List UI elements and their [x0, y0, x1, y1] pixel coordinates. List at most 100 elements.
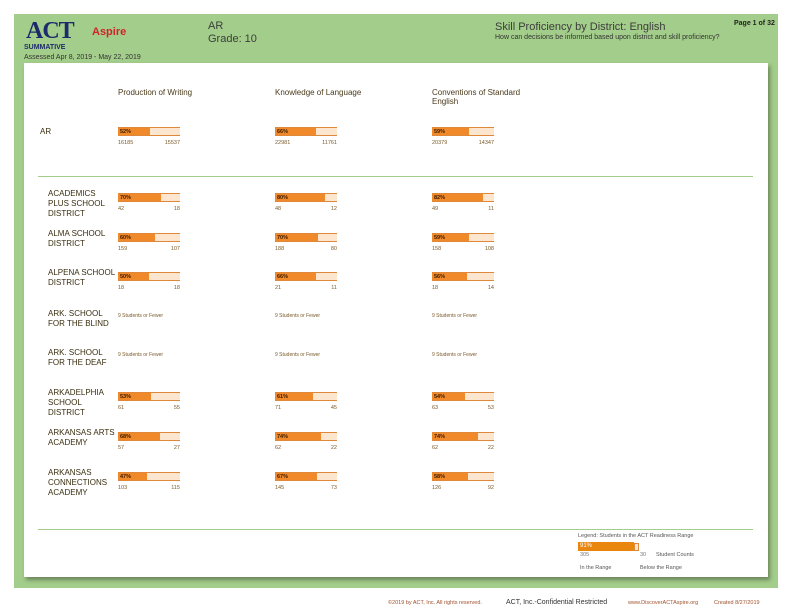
bar-fill [275, 273, 316, 280]
bar-percent: 74% [277, 434, 289, 440]
bar-fill [275, 128, 316, 135]
bar-fill [275, 393, 313, 400]
divider [38, 176, 753, 177]
proficiency-bar: 56% [432, 272, 494, 281]
in-range-count: 18 [432, 285, 439, 291]
bar-percent: 50% [120, 274, 132, 280]
in-range-count: 71 [275, 405, 282, 411]
in-range-count: 48 [275, 206, 282, 212]
act-logo: ACT [26, 18, 75, 44]
proficiency-bar: 70% [275, 233, 337, 242]
in-range-count: 63 [432, 405, 439, 411]
bar-fill [432, 473, 468, 480]
bar-percent: 80% [277, 195, 289, 201]
bar-percent: 54% [434, 394, 446, 400]
below-range-count: 11 [331, 285, 337, 291]
bar-percent: 52% [120, 129, 132, 135]
bar-fill [118, 273, 149, 280]
bar-percent: 47% [120, 474, 132, 480]
proficiency-bar: 66% [275, 272, 337, 281]
below-range-count: 80 [330, 246, 337, 252]
footer-url[interactable]: www.DiscoverACTAspire.org [628, 600, 699, 606]
page-number: Page 1 of 32 [734, 20, 775, 27]
state: AR [208, 20, 224, 32]
suppressed-note: 9 Students or Fewer [118, 313, 164, 319]
bar-percent: 82% [434, 195, 446, 201]
below-range-count: 73 [330, 485, 337, 491]
proficiency-bar: 59% [432, 233, 494, 242]
in-range-count: 61 [118, 405, 125, 411]
bar-fill [275, 433, 321, 440]
footer-confidential: ACT, Inc.-Confidential Restricted [506, 599, 608, 606]
bar-percent: 74% [434, 434, 446, 440]
below-range-count: 11 [488, 206, 494, 212]
district-name: ARKANSAS ARTS ACADEMY [48, 428, 115, 447]
legend-pct: 91% [580, 543, 593, 549]
in-range-count: 145 [275, 485, 285, 491]
legend-title: Legend: Students in the ACT Readiness Ra… [578, 533, 694, 539]
in-range-count: 16185 [118, 140, 134, 146]
proficiency-bar: 70% [118, 193, 180, 202]
bar-percent: 70% [277, 235, 289, 241]
footer-created: Created 8/27/2019 [714, 600, 760, 606]
proficiency-bar: 52% [118, 127, 180, 136]
district-name: ACADEMICS PLUS SCHOOL DISTRICT [48, 189, 105, 218]
legend-in: 305 [580, 552, 590, 558]
district-name: ARKADELPHIA SCHOOL DISTRICT [48, 388, 104, 417]
legend-bar-remaining [634, 543, 639, 551]
below-range-count: 115 [171, 485, 180, 491]
footer-copyright: ©2019 by ACT, Inc. All rights reserved. [388, 600, 482, 606]
in-range-count: 18 [118, 285, 125, 291]
proficiency-bar: 80% [275, 193, 337, 202]
bar-percent: 66% [277, 129, 289, 135]
report-question: How can decisions be informed based upon… [495, 34, 720, 41]
proficiency-bar: 53% [118, 392, 180, 401]
suppressed-note: 9 Students or Fewer [275, 313, 321, 319]
bar-fill [118, 393, 151, 400]
proficiency-bar: 60% [118, 233, 180, 242]
proficiency-bar: 47% [118, 472, 180, 481]
column-header: Production of Writing [118, 88, 193, 97]
in-range-count: 22981 [275, 140, 291, 146]
below-range-count: 18 [173, 206, 180, 212]
district-name: ALMA SCHOOL DISTRICT [48, 229, 106, 248]
aspire-logo: Aspire [92, 26, 127, 38]
bar-percent: 53% [120, 394, 132, 400]
proficiency-bar: 66% [275, 127, 337, 136]
proficiency-bar: 59% [432, 127, 494, 136]
below-range-count: 92 [487, 485, 494, 491]
bar-percent: 61% [277, 394, 289, 400]
bar-percent: 59% [434, 129, 446, 135]
below-range-count: 14347 [478, 140, 494, 146]
legend-counts-label: Student Counts [656, 552, 694, 558]
district-name: ARKANSAS CONNECTIONS ACADEMY [48, 468, 108, 497]
divider [38, 529, 753, 530]
suppressed-note: 9 Students or Fewer [432, 352, 478, 358]
district-name: ALPENA SCHOOL DISTRICT [48, 268, 115, 287]
state-grade: AR Grade: 10 [208, 20, 257, 46]
grade: Grade: 10 [208, 33, 257, 45]
in-range-count: 188 [275, 246, 285, 252]
proficiency-bar: 58% [432, 472, 494, 481]
bar-fill [432, 393, 466, 400]
below-range-count: 107 [170, 246, 180, 252]
legend-below: 30 [640, 552, 647, 558]
bar-fill [432, 433, 478, 440]
legend-below-label: Below the Range [640, 565, 682, 571]
district-name: ARK. SCHOOL FOR THE DEAF [48, 348, 107, 367]
in-range-count: 42 [118, 206, 125, 212]
below-range-count: 15537 [164, 140, 180, 146]
district-name: ARK. SCHOOL FOR THE BLIND [48, 309, 109, 328]
in-range-count: 159 [118, 246, 128, 252]
assessment-type: SUMMATIVE [24, 44, 66, 51]
bar-percent: 58% [434, 474, 446, 480]
below-range-count: 108 [484, 246, 494, 252]
bar-fill [118, 433, 161, 440]
bar-percent: 66% [277, 274, 289, 280]
below-range-count: 14 [487, 285, 494, 291]
suppressed-note: 9 Students or Fewer [432, 313, 478, 319]
below-range-count: 22 [330, 445, 337, 451]
below-range-count: 45 [330, 405, 337, 411]
bar-fill [275, 234, 319, 241]
proficiency-bar: 82% [432, 193, 494, 202]
